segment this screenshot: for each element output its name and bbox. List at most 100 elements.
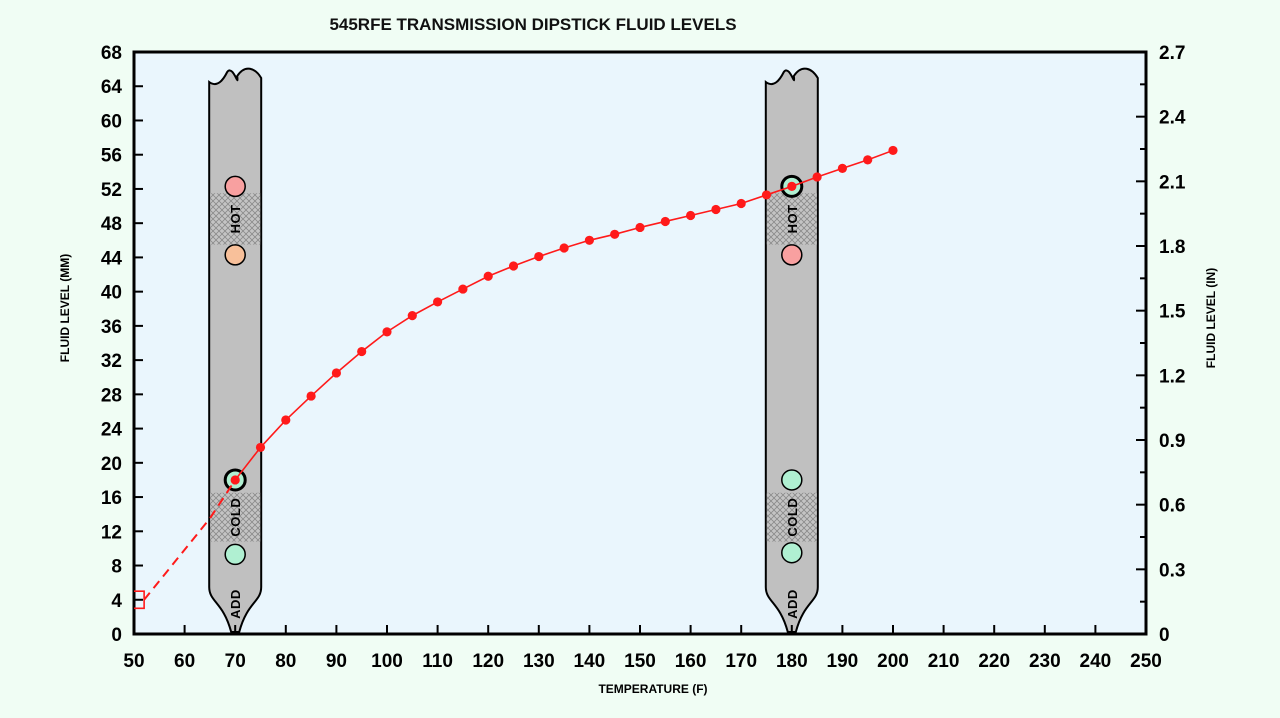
dipstick-70-add-label: ADD bbox=[228, 589, 243, 619]
y-tick-label-left: 16 bbox=[101, 488, 122, 509]
data-point bbox=[331, 368, 341, 378]
x-tick-label: 60 bbox=[174, 651, 195, 672]
y-tick-label-left: 4 bbox=[111, 591, 122, 612]
dipstick-180-cold-zone bbox=[766, 492, 817, 542]
data-point bbox=[508, 261, 519, 271]
x-tick-label: 160 bbox=[675, 651, 707, 672]
y-tick-label-left: 64 bbox=[101, 77, 123, 98]
dipstick-180-mark-1 bbox=[781, 244, 803, 266]
y-tick-label-right: 1.5 bbox=[1159, 302, 1186, 323]
x-tick-label: 100 bbox=[371, 651, 403, 672]
data-point bbox=[761, 190, 772, 200]
x-tick-label: 90 bbox=[326, 651, 347, 672]
dipstick-70-mark-1 bbox=[224, 244, 246, 266]
y-tick-label-left: 32 bbox=[101, 351, 122, 372]
dipstick-70-hot-zone bbox=[210, 193, 261, 245]
x-tick-label: 150 bbox=[624, 651, 656, 672]
y-tick-label-right: 0 bbox=[1159, 625, 1170, 646]
y-axis-title-left: FLUID LEVEL (MM) bbox=[58, 254, 72, 362]
y-tick-label-right: 0.9 bbox=[1159, 431, 1185, 452]
y-tick-label-left: 20 bbox=[101, 454, 122, 475]
y-tick-label-right: 1.8 bbox=[1159, 237, 1185, 258]
dipstick-70-cold-label: COLD bbox=[228, 498, 243, 537]
y-tick-label-left: 8 bbox=[111, 557, 122, 578]
data-point bbox=[407, 311, 417, 321]
data-point bbox=[610, 229, 620, 239]
dipstick-180-mark-3 bbox=[781, 541, 803, 564]
data-point bbox=[534, 251, 544, 262]
data-point bbox=[382, 327, 392, 337]
y-tick-label-right: 1.2 bbox=[1159, 366, 1185, 387]
y-tick-label-right: 2.4 bbox=[1159, 108, 1186, 129]
dipstick-70-hot-label: HOT bbox=[228, 204, 243, 233]
dipstick-drawings: HOT COLD ADD HOT COLD ADD bbox=[208, 67, 819, 633]
data-point bbox=[711, 204, 721, 215]
chart-title: 545RFE TRANSMISSION DIPSTICK FLUID LEVEL… bbox=[329, 15, 736, 34]
x-tick-label: 170 bbox=[725, 651, 757, 672]
data-point bbox=[812, 172, 822, 182]
y-tick-label-left: 44 bbox=[101, 248, 123, 269]
x-tick-label: 210 bbox=[928, 651, 960, 672]
data-point bbox=[686, 210, 696, 221]
y-tick-label-left: 48 bbox=[101, 214, 122, 235]
x-tick-label: 80 bbox=[275, 651, 296, 672]
dipstick-180-hot-label: HOT bbox=[785, 204, 800, 233]
x-tick-label: 110 bbox=[422, 651, 453, 672]
x-tick-label: 140 bbox=[574, 651, 606, 672]
data-point bbox=[559, 243, 569, 253]
x-tick-label: 180 bbox=[776, 651, 808, 672]
dipstick-70-mark-3 bbox=[224, 543, 246, 566]
data-point bbox=[281, 415, 291, 425]
dipstick-70-cold-zone bbox=[210, 492, 261, 542]
axis-ticks bbox=[133, 51, 1147, 635]
y-tick-label-left: 40 bbox=[101, 283, 122, 304]
data-point bbox=[888, 145, 898, 156]
y-tick-label-left: 24 bbox=[101, 420, 123, 441]
x-tick-label: 50 bbox=[123, 651, 144, 672]
data-point bbox=[863, 155, 873, 165]
dipstick-180-mark-2 bbox=[781, 469, 803, 491]
x-tick-label: 120 bbox=[472, 651, 504, 672]
data-point bbox=[483, 271, 493, 281]
data-point bbox=[230, 475, 240, 485]
data-point bbox=[660, 216, 670, 227]
y-tick-label-left: 0 bbox=[111, 625, 122, 646]
y-tick-label-left: 12 bbox=[101, 522, 122, 543]
y-tick-label-left: 52 bbox=[101, 180, 122, 201]
x-axis-title: TEMPERATURE (F) bbox=[598, 682, 707, 696]
tick-labels: 50 60 70 80 90 100 110 120 130 140 150 160 170 180 190… bbox=[101, 43, 1186, 672]
x-tick-label: 130 bbox=[523, 651, 555, 672]
y-tick-label-right: 0.6 bbox=[1159, 496, 1185, 517]
plot-area bbox=[132, 50, 1148, 636]
y-tick-label-left: 60 bbox=[101, 111, 122, 132]
data-point bbox=[357, 346, 367, 357]
data-point bbox=[306, 391, 316, 401]
x-tick-label: 220 bbox=[978, 651, 1010, 672]
y-tick-label-left: 68 bbox=[101, 43, 122, 64]
y-tick-label-left: 36 bbox=[101, 317, 122, 338]
data-point bbox=[837, 163, 848, 173]
data-point bbox=[787, 181, 797, 191]
dipstick-180-cold-label: COLD bbox=[785, 498, 800, 537]
y-tick-label-right: 2.1 bbox=[1159, 172, 1186, 193]
y-axis-title-right: FLUID LEVEL (IN) bbox=[1204, 268, 1218, 368]
y-tick-label-left: 56 bbox=[101, 146, 122, 167]
extrapolated-end-bracket bbox=[134, 590, 145, 610]
y-tick-label-right: 0.3 bbox=[1159, 560, 1185, 581]
extrapolated-dashed-line bbox=[143, 479, 237, 601]
y-tick-label-right: 2.7 bbox=[1159, 43, 1185, 64]
data-series bbox=[134, 145, 898, 610]
data-point bbox=[736, 198, 746, 209]
x-tick-label: 190 bbox=[827, 651, 859, 672]
dipstick-180-add-label: ADD bbox=[785, 589, 800, 619]
y-tick-label-left: 28 bbox=[101, 385, 122, 406]
data-point bbox=[584, 235, 595, 245]
x-tick-label: 240 bbox=[1080, 651, 1112, 672]
dipstick-70-mark-0 bbox=[224, 175, 246, 198]
data-point bbox=[635, 222, 645, 233]
x-tick-label: 200 bbox=[877, 651, 909, 672]
data-point bbox=[433, 297, 443, 307]
x-tick-label: 70 bbox=[225, 651, 246, 672]
x-tick-label: 230 bbox=[1029, 651, 1061, 672]
